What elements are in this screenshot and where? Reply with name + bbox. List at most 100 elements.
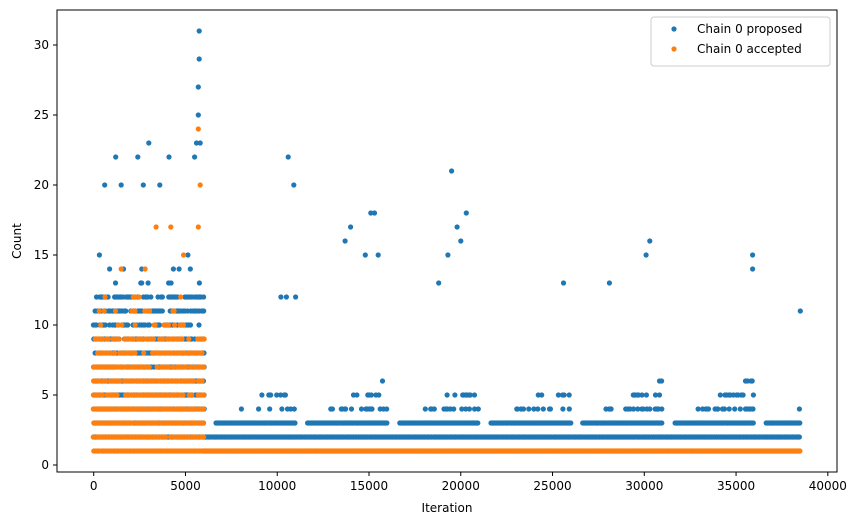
proposed-point xyxy=(643,392,650,398)
proposed-point xyxy=(454,224,460,230)
proposed-point xyxy=(750,420,756,426)
accepted-point xyxy=(132,308,138,314)
proposed-point xyxy=(376,392,382,398)
proposed-point xyxy=(293,294,299,300)
x-tick-label: 0 xyxy=(90,479,98,493)
accepted-point xyxy=(105,336,111,342)
accepted-point xyxy=(117,378,123,384)
proposed-point xyxy=(102,322,108,328)
accepted-point xyxy=(181,252,187,258)
proposed-point xyxy=(659,420,665,426)
proposed-point xyxy=(531,406,537,412)
proposed-point xyxy=(125,322,131,328)
proposed-point xyxy=(268,392,274,398)
proposed-point xyxy=(238,406,244,412)
y-tick-label: 10 xyxy=(34,318,49,332)
accepted-point xyxy=(180,322,186,328)
proposed-point xyxy=(288,406,294,412)
y-tick-label: 0 xyxy=(41,458,49,472)
proposed-point xyxy=(379,378,386,384)
proposed-point xyxy=(107,266,113,272)
accepted-point xyxy=(152,322,158,328)
proposed-point xyxy=(656,392,663,398)
legend-marker-accepted xyxy=(671,46,677,52)
proposed-point xyxy=(159,294,165,300)
proposed-point xyxy=(278,392,284,398)
proposed-point xyxy=(354,392,360,398)
proposed-point xyxy=(796,434,803,440)
proposed-point xyxy=(282,392,288,398)
proposed-point xyxy=(371,210,378,216)
accepted-point xyxy=(103,378,109,384)
proposed-point xyxy=(145,280,151,286)
proposed-point xyxy=(196,322,202,328)
x-tick-label: 25000 xyxy=(533,479,571,493)
proposed-point xyxy=(285,154,291,160)
y-tick-label: 30 xyxy=(34,38,49,52)
accepted-point xyxy=(195,224,201,230)
proposed-point xyxy=(193,140,200,146)
proposed-point xyxy=(375,252,381,258)
proposed-point xyxy=(797,308,803,314)
accepted-point xyxy=(197,182,203,188)
proposed-point xyxy=(732,406,738,412)
proposed-point xyxy=(459,406,465,412)
proposed-point xyxy=(279,406,285,412)
proposed-point xyxy=(102,182,108,188)
proposed-point xyxy=(647,238,653,244)
proposed-point xyxy=(431,406,437,412)
proposed-point xyxy=(445,252,451,258)
proposed-point xyxy=(368,392,374,398)
proposed-point xyxy=(291,406,297,412)
proposed-point xyxy=(540,406,546,412)
accepted-point xyxy=(199,350,205,356)
proposed-point xyxy=(647,406,653,412)
proposed-point xyxy=(726,406,732,412)
accepted-point xyxy=(139,336,145,342)
accepted-point xyxy=(142,266,148,272)
points-layer xyxy=(90,28,803,454)
legend-label-proposed: Chain 0 proposed xyxy=(697,22,802,36)
proposed-point xyxy=(750,266,756,272)
accepted-point xyxy=(180,392,186,398)
proposed-point xyxy=(737,406,743,412)
accepted-point xyxy=(132,350,138,356)
proposed-point xyxy=(640,406,646,412)
plot-frame xyxy=(56,9,838,473)
proposed-point xyxy=(348,224,354,230)
proposed-point xyxy=(195,112,201,118)
proposed-point xyxy=(547,406,554,412)
proposed-point xyxy=(196,280,202,286)
proposed-point xyxy=(201,294,207,300)
proposed-point xyxy=(635,406,641,412)
legend-label-accepted: Chain 0 accepted xyxy=(697,42,802,56)
accepted-point xyxy=(201,420,207,426)
proposed-point xyxy=(643,252,649,258)
proposed-point xyxy=(608,406,614,412)
proposed-point xyxy=(291,182,297,188)
proposed-point xyxy=(358,406,365,412)
proposed-point xyxy=(475,420,481,426)
proposed-point xyxy=(740,392,746,398)
accepted-point xyxy=(116,336,122,342)
accepted-point xyxy=(114,392,120,398)
legend-box xyxy=(650,16,831,67)
proposed-point xyxy=(750,392,757,398)
proposed-point xyxy=(274,392,280,398)
x-tick-label: 15000 xyxy=(350,479,388,493)
y-axis: 0 5 10 15 20 25 30 xyxy=(34,38,57,472)
proposed-point xyxy=(176,266,182,272)
proposed-point xyxy=(715,406,721,412)
proposed-point xyxy=(187,266,193,272)
accepted-point xyxy=(195,126,201,132)
proposed-point xyxy=(797,420,803,426)
accepted-point xyxy=(141,350,147,356)
y-tick-label: 20 xyxy=(34,178,49,192)
accepted-point xyxy=(90,434,96,440)
accepted-point xyxy=(132,294,138,300)
proposed-point xyxy=(451,406,457,412)
proposed-point xyxy=(118,182,124,188)
proposed-point xyxy=(630,406,637,412)
proposed-point xyxy=(555,392,562,398)
accepted-point xyxy=(200,406,207,412)
